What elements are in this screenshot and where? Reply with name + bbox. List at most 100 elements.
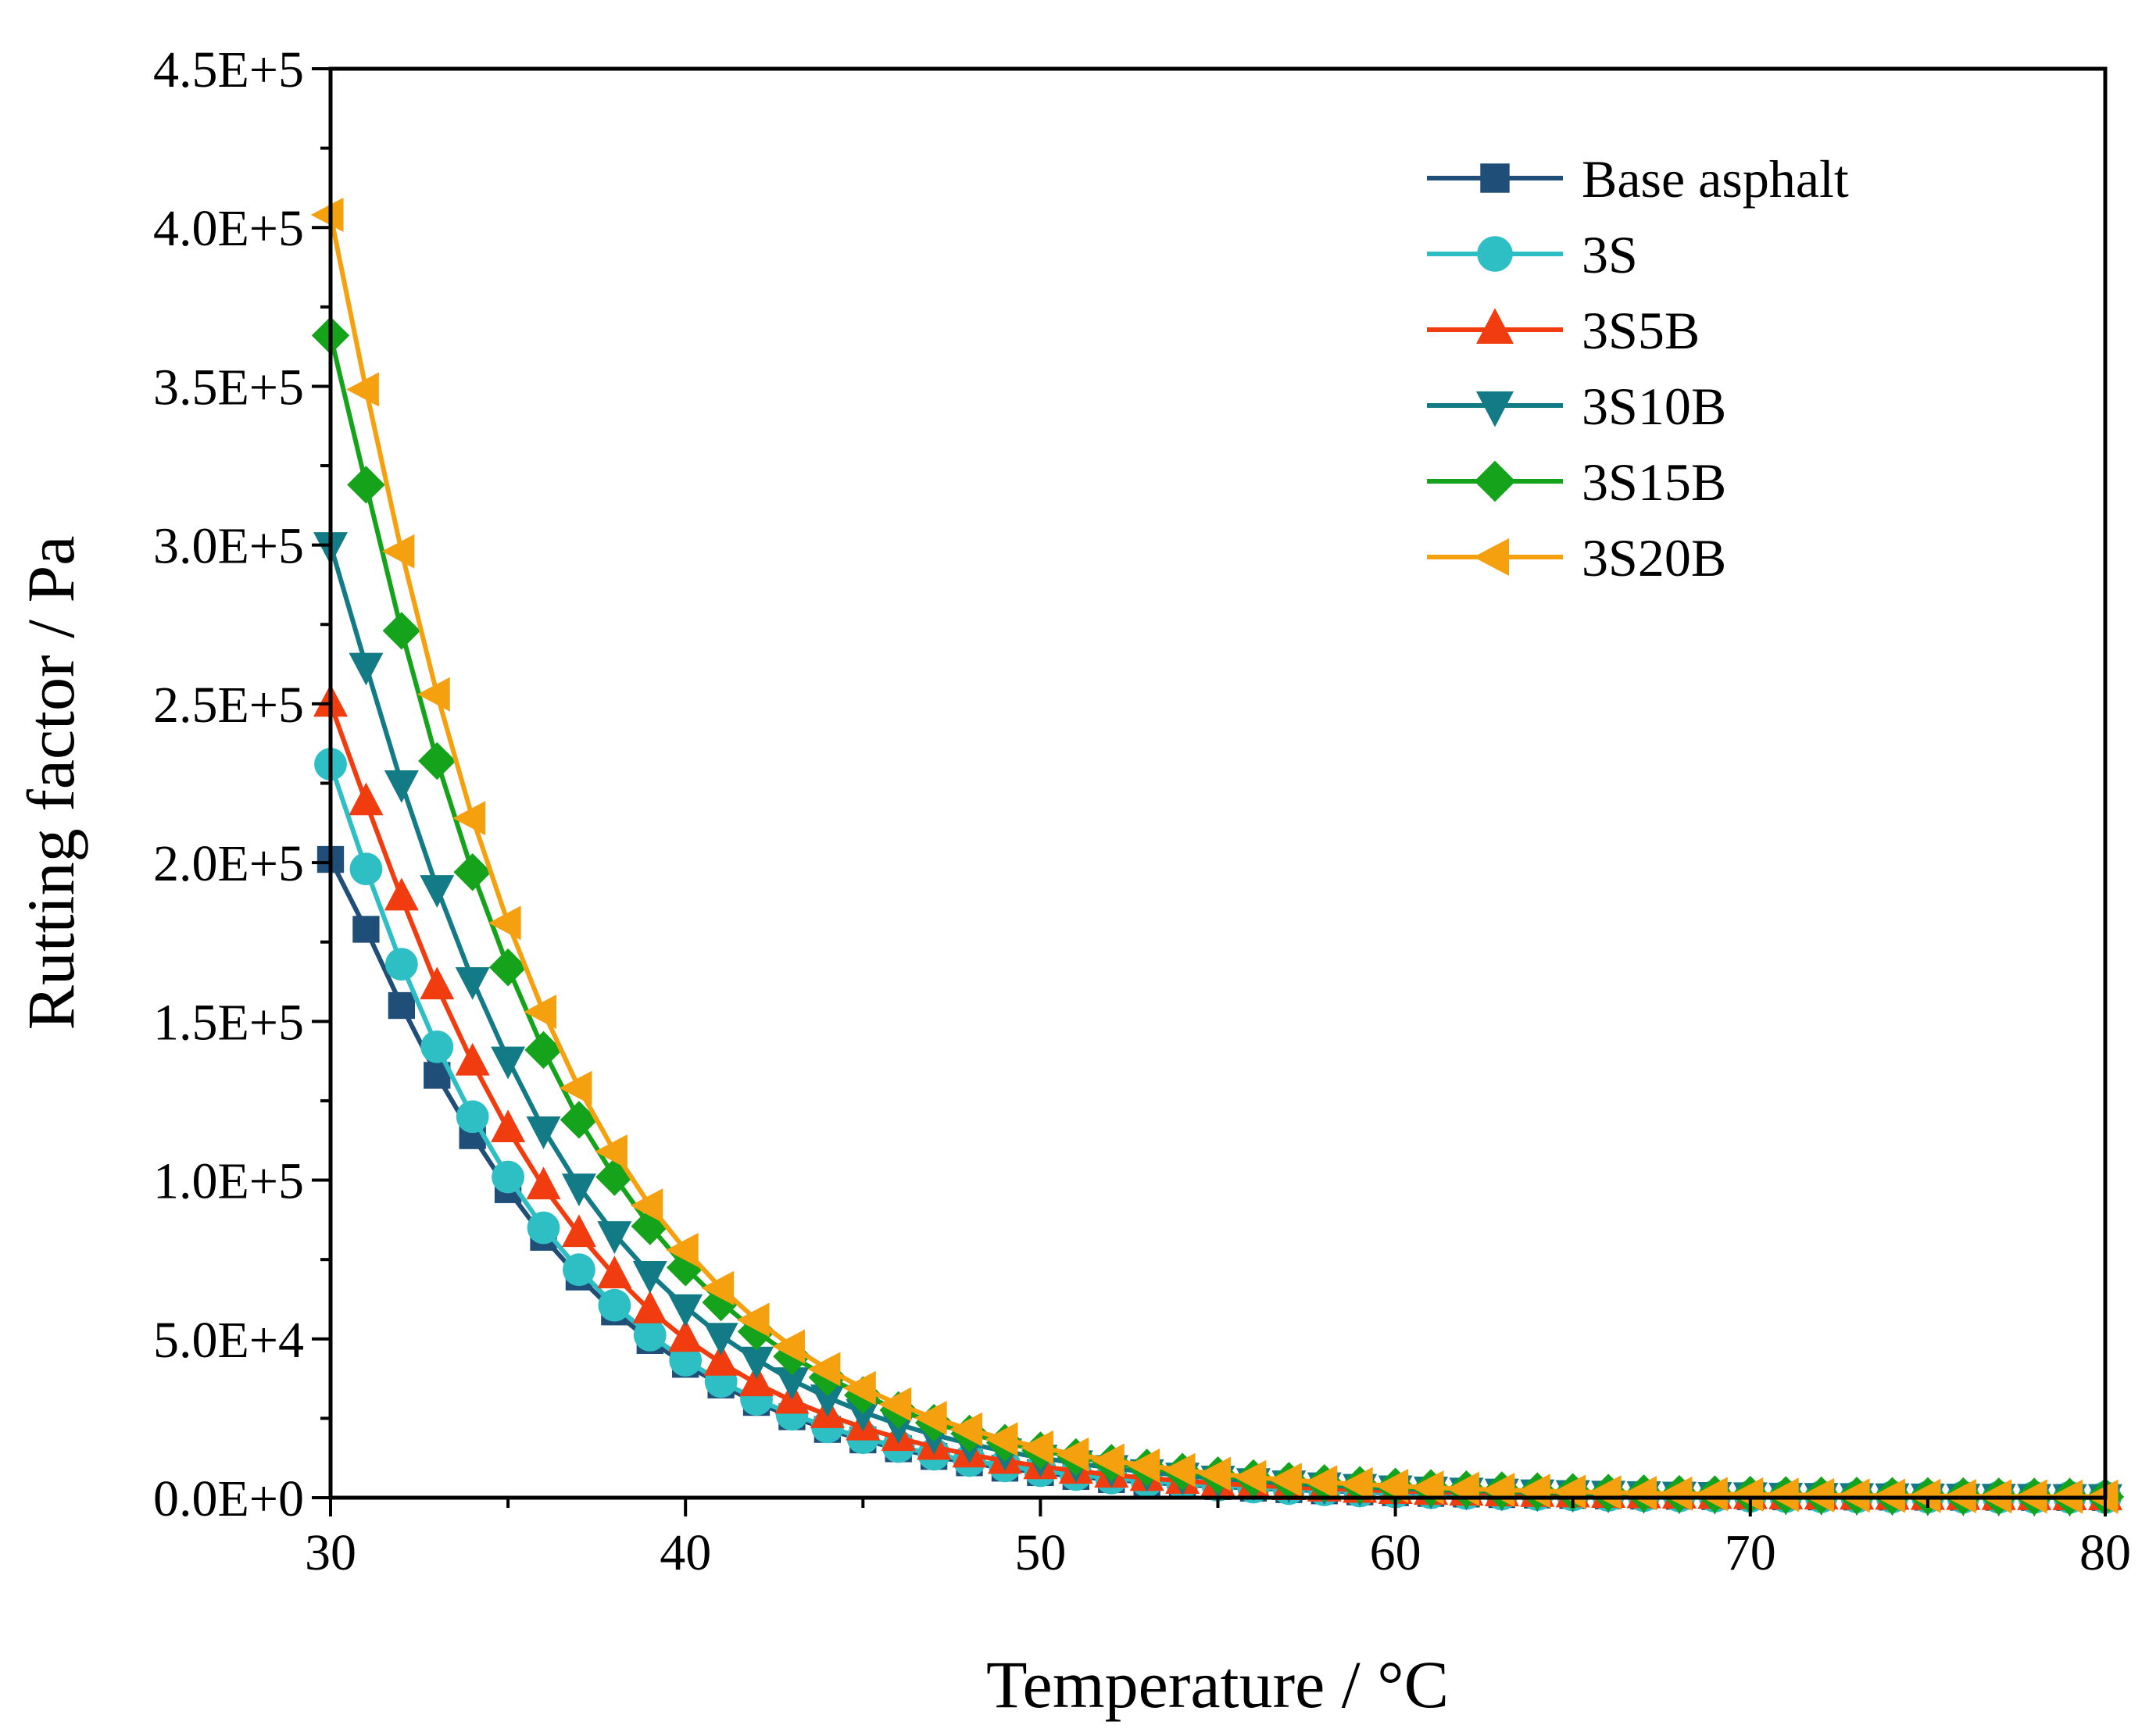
data-point bbox=[420, 1030, 454, 1063]
data-point bbox=[420, 875, 455, 908]
data-point bbox=[846, 1398, 881, 1432]
data-point bbox=[595, 1158, 634, 1196]
legend-marker bbox=[1474, 460, 1516, 502]
legend-entry: 3S10B bbox=[1427, 377, 1726, 436]
data-point bbox=[488, 948, 527, 987]
data-point bbox=[455, 966, 490, 1000]
data-point bbox=[668, 1319, 703, 1352]
legend-entry: Base asphalt bbox=[1427, 149, 1849, 209]
data-point bbox=[526, 1166, 561, 1200]
data-point bbox=[598, 1288, 631, 1322]
data-point bbox=[491, 1046, 526, 1080]
x-tick-label: 40 bbox=[660, 1524, 711, 1581]
data-point bbox=[1198, 1456, 1231, 1491]
axis-ticks: 30 40 50 60 70 80 0.0E+0 5.0E+4 1.0E+5 1.5E+5 2.0E… bbox=[153, 41, 2131, 1581]
data-point bbox=[772, 1329, 805, 1364]
y-tick-label: 0.0E+0 bbox=[153, 1470, 304, 1527]
data-point bbox=[1233, 1459, 1267, 1495]
data-point bbox=[384, 770, 419, 803]
data-point bbox=[349, 782, 384, 816]
data-point bbox=[381, 534, 415, 569]
data-point bbox=[491, 1109, 526, 1143]
y-tick-label: 3.0E+5 bbox=[153, 518, 304, 575]
data-point bbox=[985, 1422, 1018, 1457]
data-point bbox=[420, 966, 455, 1000]
data-point bbox=[736, 1302, 770, 1338]
data-point bbox=[667, 1248, 705, 1287]
data-point bbox=[1127, 1448, 1160, 1483]
legend-entry: 3S bbox=[1427, 225, 1638, 284]
data-point bbox=[807, 1352, 841, 1387]
series-3s15b bbox=[311, 316, 2125, 1516]
data-point bbox=[1553, 1474, 1586, 1509]
data-point bbox=[810, 1384, 845, 1417]
data-point bbox=[346, 372, 379, 407]
data-point bbox=[1659, 1476, 1693, 1511]
y-tick-label: 4.5E+5 bbox=[153, 41, 304, 98]
y-tick-label: 4.0E+5 bbox=[153, 200, 304, 257]
legend-marker bbox=[1477, 236, 1513, 272]
series-line bbox=[328, 858, 2105, 1500]
legend-label: 3S10B bbox=[1582, 377, 1726, 436]
x-tick-label: 60 bbox=[1370, 1524, 1421, 1581]
data-point bbox=[739, 1363, 774, 1397]
legend: Base asphalt 3S 3S5B 3S10B 3S15B 3S20B bbox=[1427, 149, 1849, 588]
x-tick-label: 30 bbox=[305, 1524, 356, 1581]
data-point bbox=[1021, 1430, 1053, 1465]
data-point bbox=[774, 1367, 810, 1400]
data-point bbox=[352, 916, 380, 943]
legend-label: Base asphalt bbox=[1582, 149, 1849, 209]
data-point bbox=[382, 612, 421, 650]
data-point bbox=[384, 877, 419, 911]
plot-frame bbox=[328, 66, 2108, 1500]
data-point bbox=[527, 1211, 560, 1245]
legend-marker bbox=[1476, 308, 1514, 344]
data-point bbox=[1801, 1477, 1835, 1513]
data-point bbox=[630, 1188, 663, 1223]
data-point bbox=[633, 1319, 667, 1352]
data-point bbox=[597, 1221, 632, 1254]
data-point bbox=[561, 1173, 596, 1206]
data-point bbox=[1056, 1437, 1089, 1472]
data-point bbox=[665, 1232, 699, 1267]
y-tick-label: 5.0E+4 bbox=[153, 1312, 304, 1369]
data-point bbox=[843, 1370, 876, 1406]
y-tick-label: 2.0E+5 bbox=[153, 835, 304, 892]
data-point bbox=[878, 1387, 912, 1422]
legend-entry: 3S15B bbox=[1427, 452, 1726, 512]
data-point bbox=[417, 677, 450, 712]
data-point bbox=[1091, 1443, 1125, 1478]
data-point bbox=[384, 948, 418, 981]
data-point bbox=[1269, 1463, 1302, 1498]
data-point bbox=[526, 1116, 561, 1149]
series-line bbox=[328, 334, 2106, 1499]
data-point bbox=[453, 853, 492, 891]
data-point bbox=[1162, 1452, 1196, 1488]
data-point bbox=[559, 1070, 592, 1106]
data-point bbox=[1836, 1478, 1870, 1513]
data-point bbox=[595, 1134, 628, 1169]
data-point bbox=[524, 1031, 563, 1070]
data-point bbox=[669, 1344, 703, 1377]
y-tick-label: 2.5E+5 bbox=[153, 677, 304, 734]
legend-label: 3S bbox=[1582, 225, 1638, 284]
data-point bbox=[632, 1260, 667, 1294]
x-tick-label: 50 bbox=[1014, 1524, 1066, 1581]
data-point bbox=[1624, 1476, 1657, 1511]
x-tick-label: 80 bbox=[2079, 1524, 2131, 1581]
data-point bbox=[1375, 1469, 1409, 1504]
data-point bbox=[347, 466, 385, 504]
data-point bbox=[452, 801, 486, 836]
data-point bbox=[561, 1214, 596, 1248]
y-axis-title: Rutting factor / Pa bbox=[13, 536, 88, 1031]
x-tick-label: 70 bbox=[1725, 1524, 1776, 1581]
data-point bbox=[668, 1294, 703, 1327]
data-point bbox=[524, 995, 557, 1030]
y-tick-label: 1.5E+5 bbox=[153, 994, 304, 1051]
data-point bbox=[1304, 1465, 1338, 1500]
y-tick-label: 3.5E+5 bbox=[153, 359, 304, 416]
data-point bbox=[456, 1100, 489, 1134]
data-point bbox=[349, 852, 383, 886]
data-point bbox=[310, 197, 344, 232]
